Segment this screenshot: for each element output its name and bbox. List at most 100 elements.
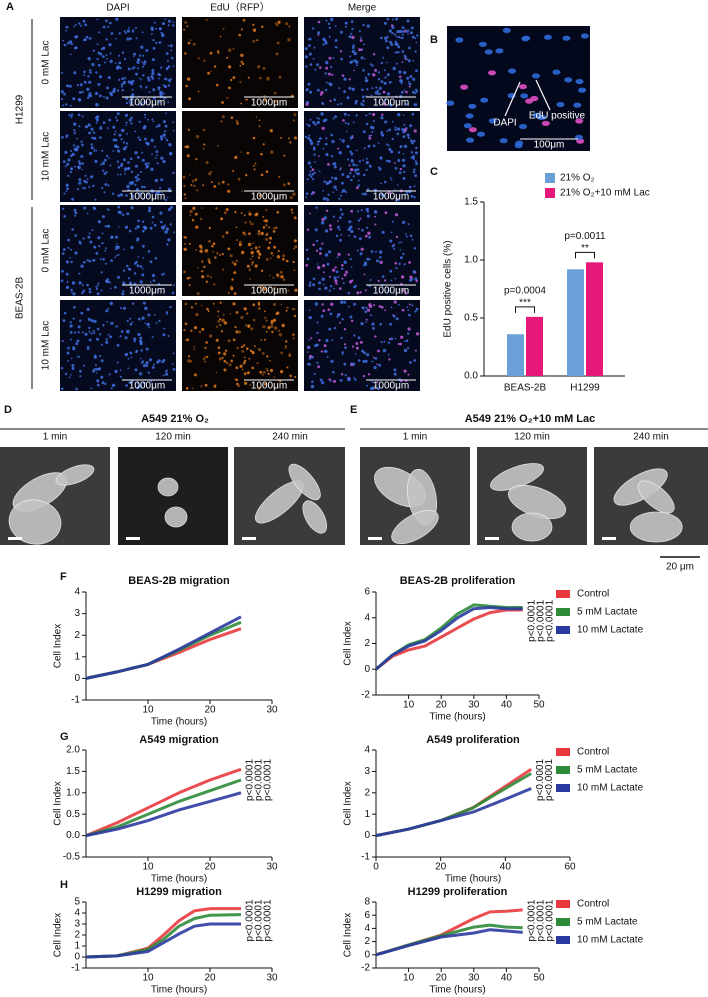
cell-dot <box>104 183 108 186</box>
cell-dot <box>340 373 344 376</box>
nucleus <box>519 84 527 90</box>
cell-dot <box>330 359 334 363</box>
cell-dot <box>365 114 368 117</box>
cell-dot <box>265 330 268 333</box>
cell-dot <box>88 290 92 294</box>
cell-dot <box>165 372 169 376</box>
cell-dot <box>329 227 333 231</box>
cell-dot <box>372 144 376 148</box>
cell-dot <box>389 40 392 44</box>
cell-dot <box>371 360 374 363</box>
cell-dot <box>127 80 131 84</box>
cell-dot <box>62 160 66 164</box>
cell-dot <box>352 163 356 167</box>
cell-dot <box>398 288 400 291</box>
cell-dot <box>217 315 219 318</box>
cell-dot <box>374 223 377 226</box>
cell-dot <box>128 118 132 122</box>
cell-dot <box>169 44 173 48</box>
cell-dot <box>275 226 278 229</box>
cell-dot <box>105 96 109 100</box>
cell-dot <box>364 289 367 292</box>
cell-dot <box>403 123 406 126</box>
cell-dot <box>93 354 97 358</box>
micrograph <box>118 447 228 545</box>
cell-dot <box>197 266 199 269</box>
cell-dot <box>189 39 192 42</box>
cell-dot <box>393 189 396 191</box>
cell-dot <box>70 288 73 292</box>
cell-dot <box>383 81 387 85</box>
cell-dot <box>67 346 70 350</box>
cell-dot <box>397 159 401 162</box>
x-axis-title: Time (hours) <box>445 874 501 885</box>
x-tick-label: 30 <box>468 973 480 984</box>
cell-dot <box>191 219 195 222</box>
cell-dot <box>230 359 233 363</box>
cell-dot <box>167 84 171 87</box>
cell-dot <box>215 338 219 342</box>
cell-dot <box>227 339 231 343</box>
cell-dot <box>339 287 342 290</box>
cell-dot <box>114 369 118 374</box>
cell-dot <box>373 210 378 214</box>
cell-dot <box>73 132 76 135</box>
cell-dot <box>86 283 89 287</box>
cell-dot <box>124 77 127 80</box>
cell-dot <box>223 352 227 356</box>
cell-dot <box>252 242 255 245</box>
cell-dot <box>134 368 138 372</box>
cell-dot <box>357 184 360 187</box>
cell-dot <box>69 40 73 44</box>
p-value: p<0.0001 <box>245 759 256 801</box>
cell-dot <box>318 339 321 342</box>
cell-dot <box>94 198 97 201</box>
cell-dot <box>312 283 316 287</box>
cell-dot <box>348 234 350 237</box>
panel-label: A <box>6 1 14 13</box>
cell-dot <box>400 241 403 244</box>
cell-dot <box>334 115 337 118</box>
cell-dot <box>137 382 140 385</box>
cell-dot <box>132 98 135 100</box>
cell-dot <box>321 381 325 385</box>
cell-dot <box>356 186 359 190</box>
cell-dot <box>134 164 138 168</box>
cell-dot <box>395 267 398 270</box>
cell-dot <box>74 214 77 217</box>
legend-label: 10 mM Lactate <box>577 783 644 794</box>
cell-dot <box>328 224 332 228</box>
cell-dot <box>269 274 271 277</box>
series-line <box>85 627 242 680</box>
cell-dot <box>365 321 367 324</box>
cell-dot <box>78 272 81 275</box>
cell-dot <box>269 286 271 288</box>
cell-dot <box>308 309 311 312</box>
cell-dot <box>277 329 281 332</box>
cell-dot <box>367 72 371 76</box>
cell-dot <box>280 275 284 279</box>
scale-bar <box>602 537 616 540</box>
cell-dot <box>310 337 313 340</box>
cell-dot <box>107 76 111 80</box>
cell-dot <box>92 184 95 188</box>
cell-dot <box>78 160 81 163</box>
cell-dot <box>409 31 413 35</box>
legend-swatch <box>556 766 570 774</box>
cell-dot <box>238 33 241 37</box>
cell-dot <box>332 162 335 166</box>
cell-dot <box>415 41 418 44</box>
y-tick-label: 0 <box>364 949 370 960</box>
cell-dot <box>353 285 356 289</box>
cell-dot <box>366 214 370 218</box>
cell-dot <box>410 151 414 154</box>
cell-dot <box>81 284 84 287</box>
cell-dot <box>248 232 251 235</box>
cell-dot <box>240 28 243 31</box>
p-value: p<0.0001 <box>526 899 537 941</box>
cell-dot <box>259 284 264 289</box>
cell-dot <box>148 326 151 329</box>
cell-dot <box>104 262 107 265</box>
cell-dot <box>130 356 133 359</box>
cell-dot <box>141 61 143 64</box>
